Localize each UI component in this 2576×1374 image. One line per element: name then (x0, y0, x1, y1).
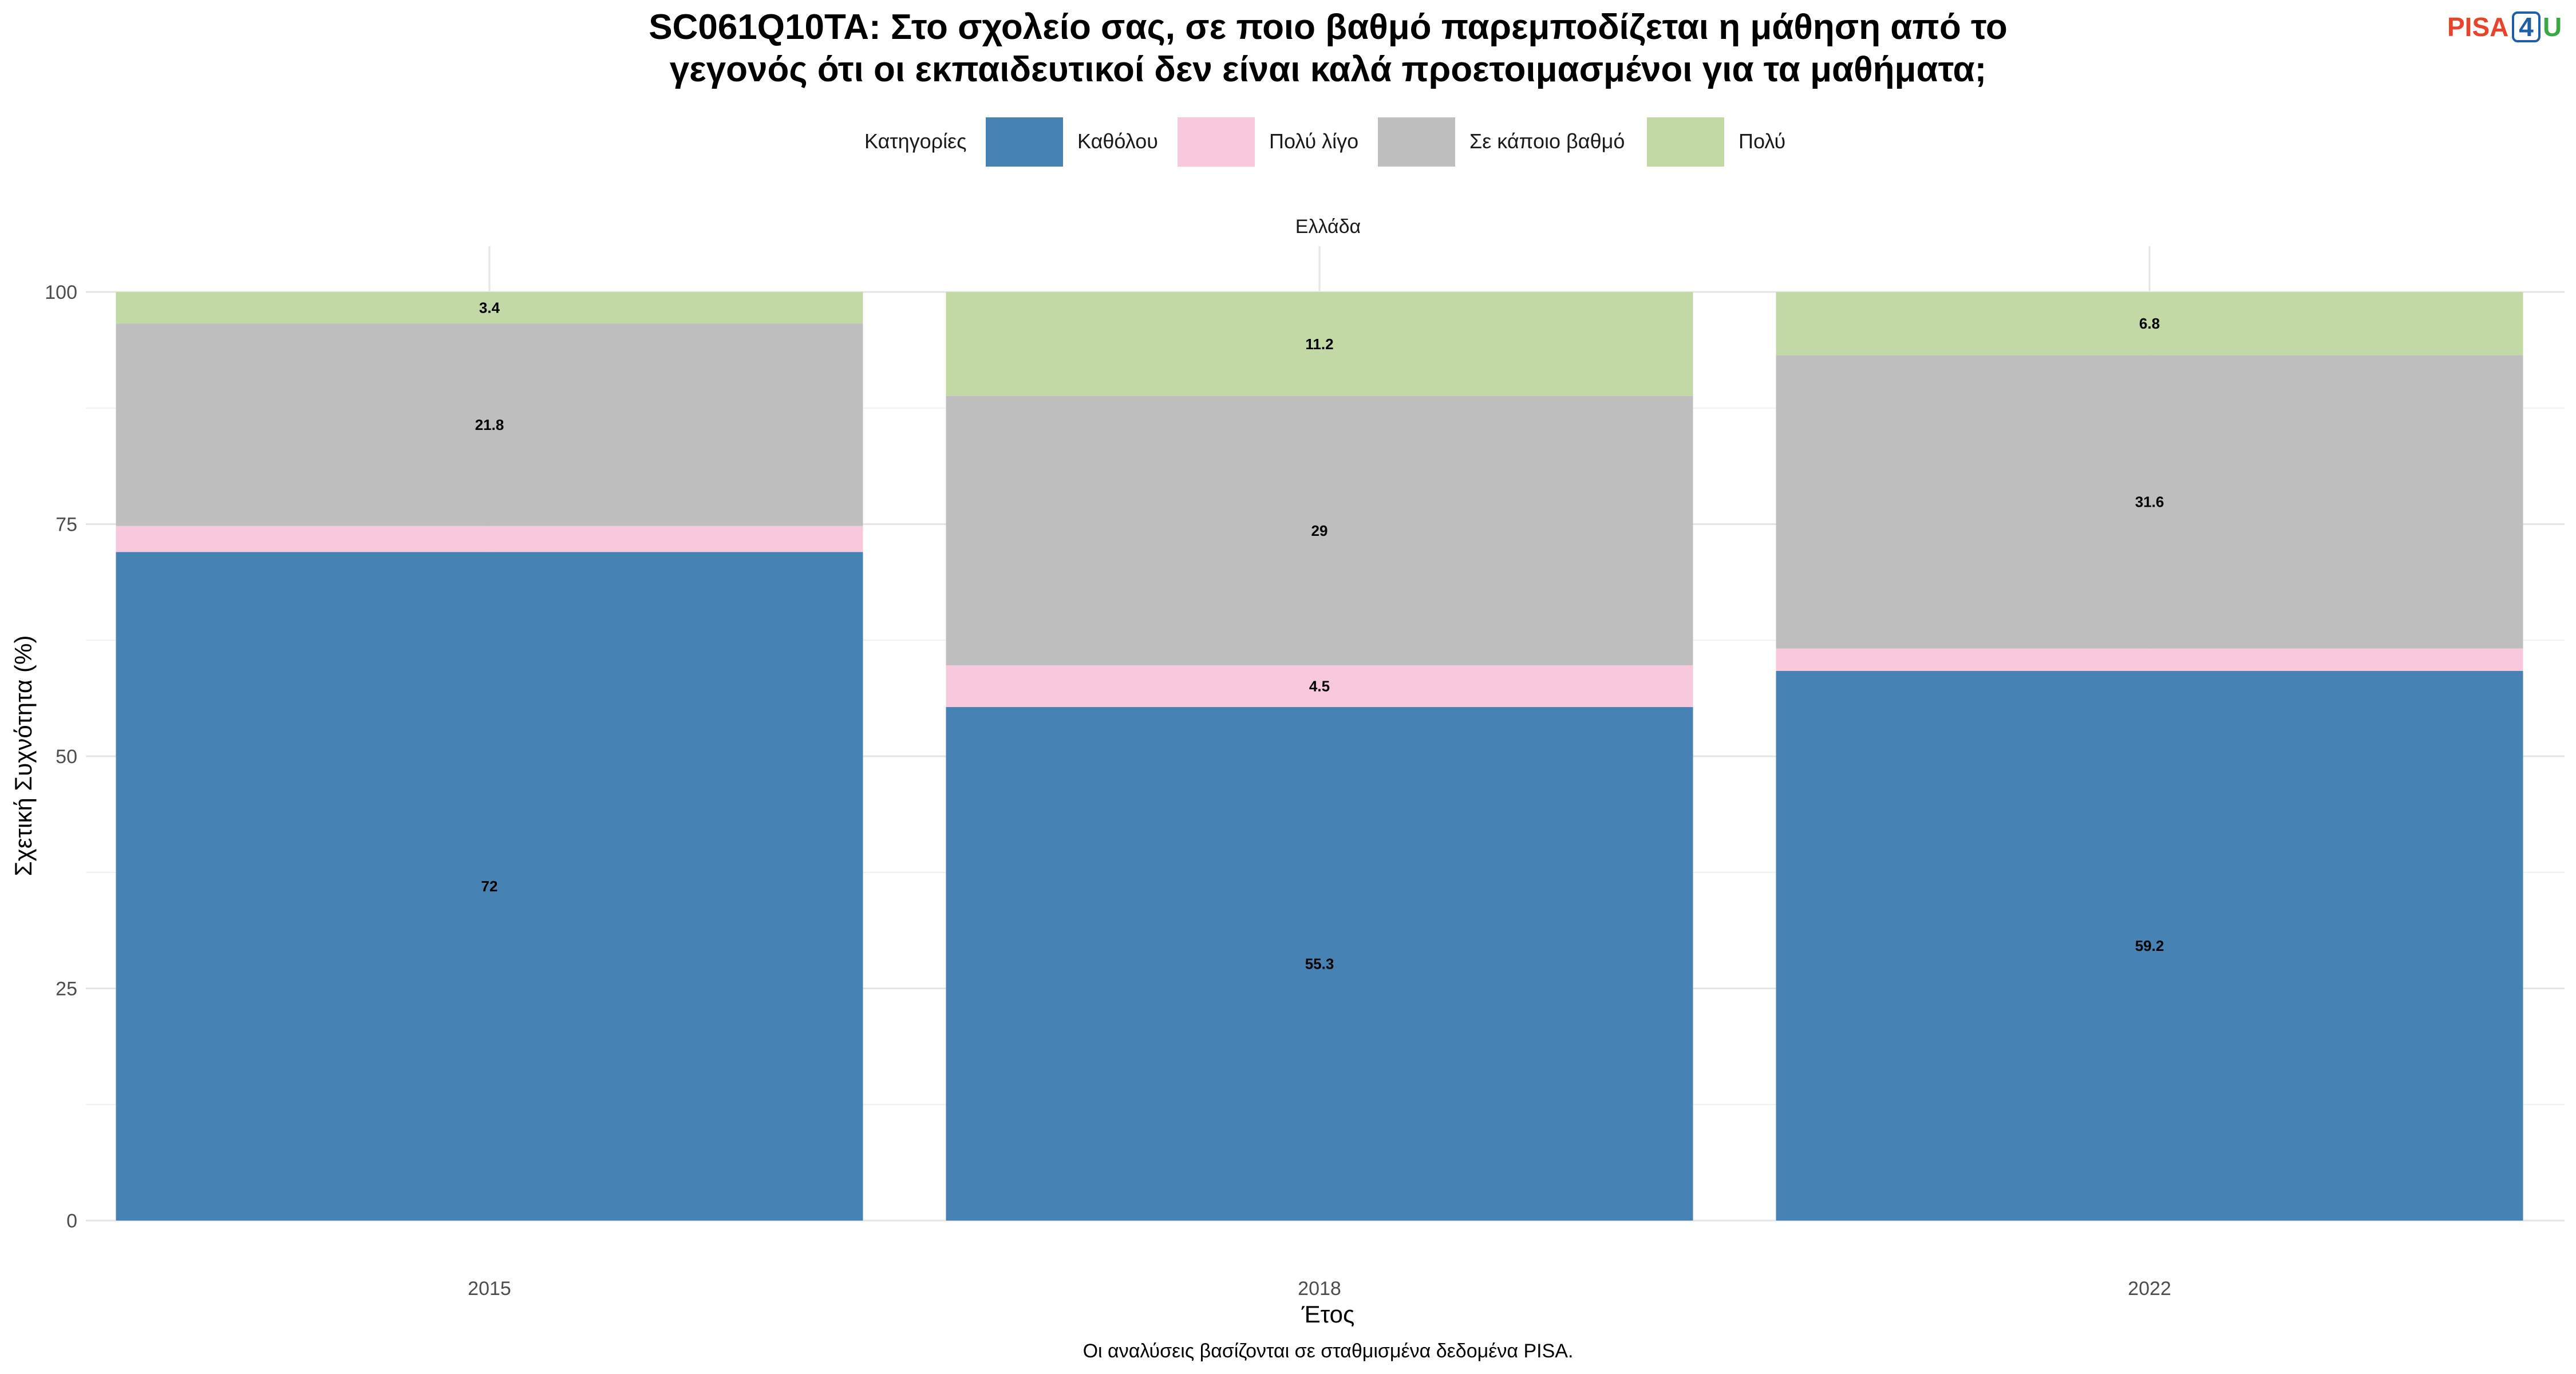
legend: Κατηγορίες Καθόλου Πολύ λίγο Σε κάποιο βαθ… (864, 117, 1785, 167)
title-line-1: SC061Q10TA: Στο σχολείο σας, σε ποιο βαθ… (649, 7, 2008, 47)
legend-swatch (1178, 117, 1255, 167)
logo-text-pisa: PISA (2447, 12, 2508, 42)
bar-segment (1776, 355, 2523, 649)
y-tick-label: 25 (56, 978, 77, 1000)
legend-label: Πολύ λίγο (1269, 129, 1358, 153)
bar-segment (946, 396, 1693, 666)
y-axis-title: Σχετική Συχνότητα (%) (10, 635, 37, 876)
y-tick-label: 50 (56, 746, 77, 768)
facet-label: Ελλάδα (1295, 216, 1361, 238)
data-label: 6.8 (2139, 315, 2160, 332)
x-axis-ticks: 2015 2018 2022 (468, 1278, 2171, 1300)
legend-swatch (1378, 117, 1455, 167)
y-axis-ticks: 0 25 50 75 100 (45, 282, 77, 1232)
data-label: 31.6 (2135, 493, 2164, 511)
bar-segment (116, 323, 863, 526)
data-labels: 72 21.8 3.4 55.3 4.5 29 11.2 59.2 31.6 6.8 (475, 299, 2164, 973)
data-label: 4.5 (1309, 678, 1330, 695)
logo: PISA 4 U (2447, 11, 2562, 42)
bar-segment (946, 707, 1693, 1221)
bar-segment (946, 665, 1693, 708)
bar-segment (1776, 670, 2523, 1221)
bar-segment (946, 292, 1693, 396)
bars (116, 292, 2523, 1221)
data-label: 11.2 (1305, 335, 1333, 353)
legend-label: Πολύ (1739, 129, 1785, 153)
data-label: 21.8 (475, 416, 504, 433)
logo-box (2512, 11, 2541, 42)
logo-text-4: 4 (2519, 12, 2534, 42)
bar-segment (116, 526, 863, 552)
legend-title: Κατηγορίες (864, 129, 967, 153)
legend-label: Καθόλου (1077, 129, 1158, 153)
data-label: 72 (481, 878, 498, 895)
bar-segment (1776, 648, 2523, 671)
logo-part-pisa: PISA (2447, 12, 2508, 42)
x-tick-label: 2018 (1298, 1278, 1341, 1300)
data-label: 59.2 (2135, 937, 2164, 954)
title-line-2: γεγονός ότι οι εκπαιδευτικοί δεν είναι κ… (670, 50, 1987, 89)
x-tick-label: 2022 (2128, 1278, 2171, 1300)
y-tick-label: 0 (66, 1210, 77, 1232)
data-label: 55.3 (1305, 956, 1334, 973)
bar-segment (1776, 292, 2523, 356)
logo-text-u: U (2543, 12, 2562, 42)
x-axis-title: Έτος (1301, 1301, 1355, 1328)
chart-title: SC061Q10TA: Στο σχολείο σας, σε ποιο βαθ… (649, 7, 2008, 89)
legend-swatch (986, 117, 1063, 167)
data-label: 3.4 (479, 299, 500, 317)
bar-segment (116, 552, 863, 1221)
y-tick-label: 100 (45, 282, 77, 303)
x-tick-label: 2015 (468, 1278, 511, 1300)
data-label: 29 (1311, 522, 1328, 539)
caption: Οι αναλύσεις βασίζονται σε σταθμισμένα δ… (1083, 1340, 1574, 1362)
y-tick-label: 75 (56, 514, 77, 536)
legend-swatch (1647, 117, 1724, 167)
bar-segment (116, 292, 863, 324)
legend-label: Σε κάποιο βαθμό (1469, 129, 1625, 153)
